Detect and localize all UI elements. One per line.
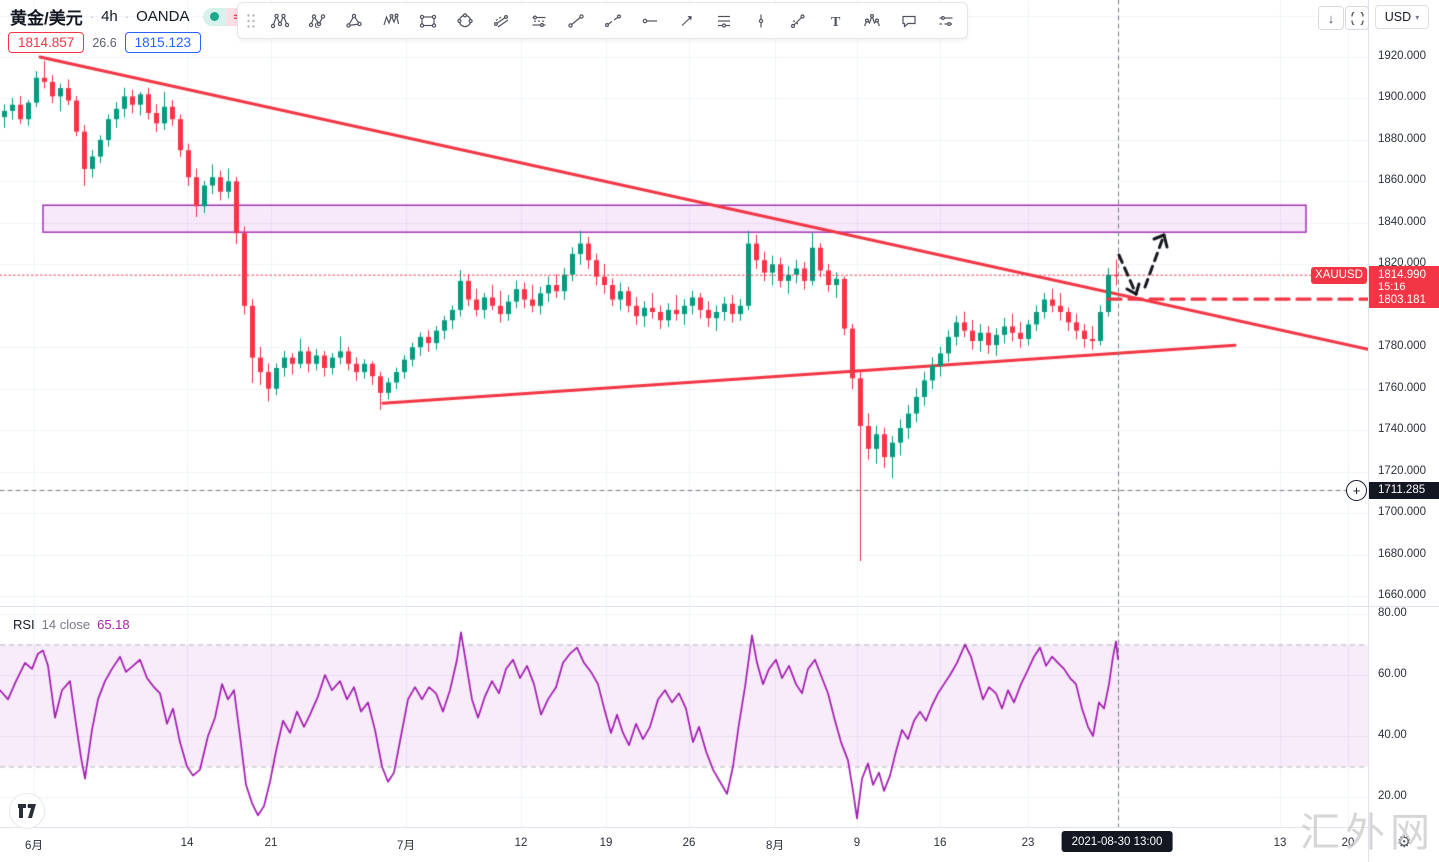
crosshair-date-tooltip: 2021-08-30 13:00 <box>1061 831 1173 852</box>
quote-row: 1814.857 26.6 1815.123 <box>8 32 201 53</box>
down-arrow-icon: ↓ <box>1327 10 1335 26</box>
time-tick-label: 8月 <box>766 840 784 852</box>
price-tick-label: 1780.000 <box>1378 340 1426 353</box>
rsi-tick-label: 40.00 <box>1378 729 1407 741</box>
tool-horizontal-ray-icon[interactable] <box>635 7 665 35</box>
price-line-symbol-tag: XAUUSD <box>1311 266 1367 284</box>
tradingview-logo[interactable] <box>9 793 45 829</box>
price-tick-label: 1740.000 <box>1378 423 1426 436</box>
tool-vertical-line-icon[interactable] <box>746 7 776 35</box>
time-tick-label: 6月 <box>25 840 43 852</box>
toolbar-drag-handle-icon[interactable] <box>244 7 258 35</box>
add-alert-plus-button[interactable]: + <box>1346 479 1367 501</box>
crosshair-price-value: 1711.285 <box>1378 484 1426 497</box>
chevron-down-icon: ▾ <box>1415 12 1420 22</box>
chart-canvas[interactable] <box>0 0 1368 827</box>
pane-separator[interactable] <box>0 606 1439 607</box>
svg-text:c: c <box>315 17 320 30</box>
alert-price-value: 1803.181 <box>1378 293 1426 306</box>
tool-ellipse-icon[interactable] <box>450 7 480 35</box>
rsi-value: 65.18 <box>97 617 130 632</box>
separator-dot: · <box>124 9 130 24</box>
scroll-to-recent-button[interactable]: ↓ <box>1318 6 1344 30</box>
crosshair-date-text: 2021-08-30 13:00 <box>1071 835 1163 848</box>
rsi-params: 14 close <box>41 617 91 632</box>
price-tick-label: 1700.000 <box>1378 506 1426 519</box>
maximize-icon <box>1350 11 1364 25</box>
time-tick-label: 9 <box>853 837 861 849</box>
rsi-name[interactable]: RSI <box>13 617 35 632</box>
tool-parallel-lines-icon[interactable] <box>709 7 739 35</box>
symbol-title[interactable]: 黄金/美元 <box>10 9 83 28</box>
tool-triangle-pattern-icon[interactable] <box>339 7 369 35</box>
time-tick-label: 23 <box>1021 837 1035 849</box>
tool-arrow-marker-icon[interactable] <box>672 7 702 35</box>
symbol-header[interactable]: 黄金/美元 · 4h · OANDA ≈ <box>10 4 248 29</box>
time-tick-label: 26 <box>682 837 696 849</box>
currency-dropdown[interactable]: USD ▾ <box>1375 5 1429 29</box>
tool-head-and-shoulders-icon[interactable] <box>857 7 887 35</box>
time-tick-label: 16 <box>933 837 947 849</box>
time-tick-label: 7月 <box>397 840 415 852</box>
spread-value: 26.6 <box>92 35 117 50</box>
currency-label: USD <box>1384 10 1412 24</box>
rsi-tick-label: 80.00 <box>1378 607 1407 619</box>
tool-rectangle-icon[interactable] <box>413 7 443 35</box>
tool-three-drives-pattern-icon[interactable] <box>376 7 406 35</box>
tool-trend-angle-icon[interactable] <box>783 7 813 35</box>
price-axis[interactable]: USD ▾ 1814.990 15:16 1803.181 1711.285 ⚙… <box>1368 0 1439 862</box>
time-tick-label: 19 <box>599 837 613 849</box>
separator-dot: · <box>89 9 95 24</box>
price-tick-label: 1920.000 <box>1378 50 1426 62</box>
tool-xabcd-pattern-icon[interactable] <box>265 7 295 35</box>
ask-price[interactable]: 1815.123 <box>124 32 201 53</box>
tool-cross-line-icon[interactable] <box>931 7 961 35</box>
axis-settings-gear-icon[interactable]: ⚙ <box>1397 834 1412 851</box>
current-price-value: 1814.990 <box>1378 269 1426 282</box>
tool-abcd-pattern-icon[interactable]: c <box>302 7 332 35</box>
maximize-pane-button[interactable] <box>1345 6 1369 30</box>
crosshair-price-label: 1711.285 <box>1369 481 1439 499</box>
time-tick-label: 21 <box>264 837 278 849</box>
tool-parallel-channel-icon[interactable] <box>487 7 517 35</box>
tool-flat-channel-icon[interactable] <box>524 7 554 35</box>
alert-price-label: 1803.181 <box>1369 291 1439 309</box>
tv-logo-icon <box>18 804 36 818</box>
tool-text-icon[interactable]: T <box>820 7 850 35</box>
price-tick-label: 1660.000 <box>1378 589 1426 601</box>
price-tick-label: 1860.000 <box>1378 174 1426 187</box>
symbol-tag-text: XAUUSD <box>1315 269 1363 282</box>
price-tick-label: 1760.000 <box>1378 381 1426 394</box>
time-tick-label: 20 <box>1341 837 1355 849</box>
bid-price[interactable]: 1814.857 <box>8 32 85 53</box>
time-tick-label: 13 <box>1273 837 1287 849</box>
tool-disjoint-channel-icon[interactable] <box>598 7 628 35</box>
market-status-pill[interactable]: ≈ <box>203 7 248 26</box>
price-tick-label: 1880.000 <box>1378 132 1426 145</box>
tool-trend-line-icon[interactable] <box>561 7 591 35</box>
price-tick-label: 1840.000 <box>1378 215 1426 228</box>
price-tick-label: 1720.000 <box>1378 464 1426 477</box>
exchange-label: OANDA <box>136 8 190 25</box>
rsi-tick-label: 20.00 <box>1378 790 1407 802</box>
market-open-dot-icon <box>203 7 227 26</box>
svg-text:T: T <box>831 15 841 30</box>
tool-callout-icon[interactable] <box>894 7 924 35</box>
rsi-legend[interactable]: RSI 14 close 65.18 <box>13 617 130 632</box>
time-tick-label: 14 <box>180 837 194 849</box>
time-axis[interactable]: 2021-08-30 13:00 6月 14 21 7月 12 19 26 8月 9 16 23 13… <box>0 827 1368 862</box>
interval-label[interactable]: 4h <box>101 8 118 25</box>
price-tick-label: 1680.000 <box>1378 547 1426 560</box>
price-tick-label: 1900.000 <box>1378 91 1426 104</box>
rsi-tick-label: 60.00 <box>1378 668 1407 680</box>
time-tick-label: 12 <box>514 837 528 849</box>
bar-countdown: 15:16 <box>1378 281 1406 294</box>
